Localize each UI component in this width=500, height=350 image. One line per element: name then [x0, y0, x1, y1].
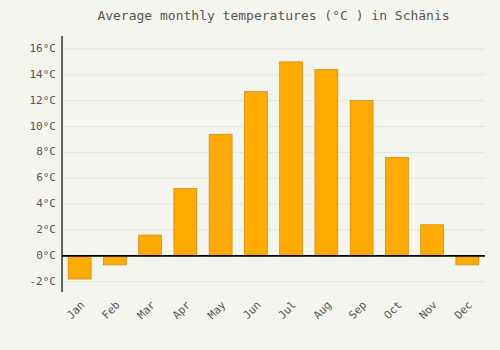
x-tick-label: Feb — [99, 299, 122, 322]
x-tick-label: Nov — [417, 298, 441, 322]
grid-line — [62, 281, 485, 282]
y-tick-label: 6°C — [36, 171, 56, 184]
x-tick-label: May — [205, 298, 229, 322]
y-tick-label: 12°C — [30, 94, 57, 107]
bar — [421, 225, 444, 256]
y-tick-label: 2°C — [36, 223, 56, 236]
grid-line — [62, 126, 485, 127]
bar — [103, 256, 126, 265]
zero-line — [62, 255, 485, 257]
x-tick-label: Mar — [135, 298, 159, 322]
grid — [62, 49, 485, 282]
x-tick-label: Oct — [381, 299, 404, 322]
grid-line — [62, 152, 485, 153]
y-tick-label: 16°C — [30, 42, 57, 55]
bar — [350, 101, 373, 256]
bars — [68, 62, 479, 279]
bar — [244, 92, 267, 256]
x-tick-label: Dec — [452, 299, 475, 322]
x-tick-label: Jul — [276, 299, 299, 322]
x-tick-label: Jan — [64, 299, 87, 322]
x-tick-label: Apr — [170, 298, 194, 322]
bar — [139, 235, 162, 256]
y-tick-label: 8°C — [36, 145, 56, 158]
y-tick-label: 10°C — [30, 120, 57, 133]
y-tick-label: 4°C — [36, 197, 56, 210]
bar — [68, 256, 91, 279]
grid-line — [62, 255, 485, 256]
x-axis-labels: Jan Feb Mar Apr May Jun Jul Aug Sep Oct Nov Dec — [64, 298, 475, 322]
y-tick-label: -2°C — [30, 275, 57, 288]
title: Average monthly temperatures (°C ) in Sc… — [97, 8, 449, 23]
grid-line — [62, 100, 485, 101]
y-tick-label: 0°C — [36, 249, 56, 262]
y-axis-line — [61, 36, 62, 292]
bar — [174, 189, 197, 256]
bar — [280, 62, 303, 256]
grid-line — [62, 74, 485, 75]
x-tick-label: Sep — [346, 299, 369, 322]
chart-container: -2°C 0°C 2°C 4°C 6°C 8°C 10°C 12°C 14°C 16°C Jan Fe… — [0, 0, 500, 350]
x-tick-label: Jun — [240, 299, 263, 322]
y-tick-label: 14°C — [30, 68, 57, 81]
grid-line — [62, 204, 485, 205]
bar — [315, 70, 338, 256]
bar — [209, 134, 232, 256]
grid-line — [62, 48, 485, 49]
bar — [456, 256, 479, 265]
chart: -2°C 0°C 2°C 4°C 6°C 8°C 10°C 12°C 14°C 16°C Jan Fe… — [0, 0, 500, 350]
y-axis-labels: -2°C 0°C 2°C 4°C 6°C 8°C 10°C 12°C 14°C 16°C — [30, 42, 57, 288]
grid-line — [62, 178, 485, 179]
bar — [385, 158, 408, 256]
x-tick-label: Aug — [311, 299, 334, 322]
